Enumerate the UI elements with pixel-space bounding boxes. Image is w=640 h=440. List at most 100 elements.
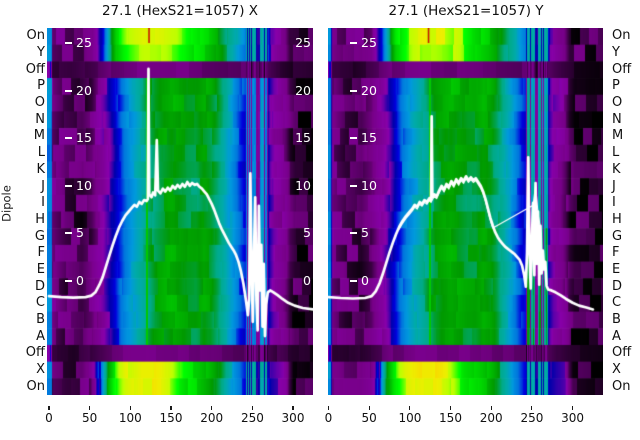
row-label-right-14: E xyxy=(612,261,621,277)
y-tick-label: 10 xyxy=(76,177,92,193)
row-label-right-16: C xyxy=(612,295,622,311)
row-label-left-3: P xyxy=(37,78,45,94)
y-tick-label: 15 xyxy=(361,130,377,146)
row-label-left-0: On xyxy=(26,28,45,44)
row-label-right-0: On xyxy=(612,28,631,44)
x-tick-mark xyxy=(490,406,492,410)
row-label-right-5: N xyxy=(612,111,622,127)
heatmap-panel-x xyxy=(47,28,313,395)
x-tick-label: 50 xyxy=(82,411,98,425)
x-tick-mark xyxy=(572,406,574,410)
row-label-right-12: G xyxy=(612,228,623,244)
y-tick-label-right: 25 xyxy=(295,35,311,51)
y-tick-mark xyxy=(65,279,72,282)
row-label-left-15: D xyxy=(34,278,45,294)
row-label-left-4: O xyxy=(34,95,45,111)
row-label-left-7: L xyxy=(37,145,45,161)
row-label-right-17: B xyxy=(612,311,621,327)
row-label-left-14: E xyxy=(36,261,45,277)
x-tick-label: 200 xyxy=(200,411,224,425)
row-label-right-7: L xyxy=(612,145,620,161)
row-label-left-18: A xyxy=(36,328,45,344)
x-tick-label: 150 xyxy=(159,411,183,425)
row-label-left-20: X xyxy=(36,362,45,377)
x-tick-mark xyxy=(251,406,253,410)
y-tick-mark xyxy=(350,279,357,282)
row-label-right-18: A xyxy=(612,328,621,344)
x-tick-mark xyxy=(89,406,91,410)
y-tick-label: 0 xyxy=(361,272,369,288)
x-tick-label: 100 xyxy=(118,411,142,425)
y-tick-label: 20 xyxy=(76,82,92,98)
row-label-right-13: F xyxy=(612,245,620,261)
x-tick-label: 100 xyxy=(398,411,422,425)
row-label-right-8: K xyxy=(612,161,621,177)
y-tick-label-right: 5 xyxy=(303,225,311,241)
y-tick-mark xyxy=(65,184,72,187)
row-label-right-2: Off xyxy=(612,61,632,77)
row-label-left-9: J xyxy=(41,178,45,194)
row-label-right-15: D xyxy=(612,278,623,294)
y-tick-label: 10 xyxy=(361,177,377,193)
row-label-right-1: Y xyxy=(612,45,620,60)
y-tick-mark xyxy=(350,232,357,235)
row-label-left-12: G xyxy=(34,228,45,244)
y-tick-label: 20 xyxy=(361,82,377,98)
row-label-right-9: J xyxy=(612,178,616,194)
row-label-left-6: M xyxy=(33,128,45,144)
y-tick-label-right: 15 xyxy=(295,130,311,146)
x-tick-mark xyxy=(129,406,131,410)
row-label-right-20: X xyxy=(612,362,621,377)
row-label-left-2: Off xyxy=(25,61,45,77)
y-tick-label-right: 10 xyxy=(295,177,311,193)
row-label-left-8: K xyxy=(36,161,45,177)
x-tick-label: 50 xyxy=(361,411,377,425)
row-label-left-21: On xyxy=(26,378,45,394)
x-tick-label: 0 xyxy=(324,411,333,425)
x-tick-mark xyxy=(48,406,50,410)
x-tick-label: 200 xyxy=(479,411,503,425)
row-label-right-21: On xyxy=(612,378,631,394)
y-tick-label-right: 0 xyxy=(303,272,311,288)
y-tick-mark xyxy=(350,42,357,45)
x-tick-mark xyxy=(409,406,411,410)
x-tick-mark xyxy=(292,406,294,410)
y-tick-mark xyxy=(65,232,72,235)
row-label-left-10: I xyxy=(41,195,45,211)
row-label-right-10: I xyxy=(612,195,616,211)
x-tick-label: 0 xyxy=(45,411,53,425)
row-label-right-4: O xyxy=(612,95,623,111)
row-label-left-1: Y xyxy=(37,45,45,60)
y-tick-mark xyxy=(65,89,72,92)
x-tick-label: 150 xyxy=(439,411,462,425)
right-panel-title: 27.1 (HexS21=1057) Y xyxy=(388,3,544,19)
x-tick-label: 250 xyxy=(240,411,264,425)
y-tick-label: 25 xyxy=(361,35,377,51)
row-label-left-11: H xyxy=(35,211,45,227)
y-tick-label-right: 20 xyxy=(295,82,311,98)
y-tick-mark xyxy=(65,137,72,140)
row-label-left-19: Off xyxy=(25,345,45,361)
x-tick-mark xyxy=(449,406,452,410)
y-tick-mark xyxy=(65,42,72,45)
x-tick-mark xyxy=(368,406,370,410)
y-tick-mark xyxy=(350,137,357,140)
x-tick-mark xyxy=(170,406,172,410)
row-label-right-11: H xyxy=(612,211,622,227)
y-tick-label: 5 xyxy=(361,225,369,241)
heatmap-panel-y xyxy=(328,28,603,395)
row-label-left-5: N xyxy=(35,111,45,127)
y-tick-label: 15 xyxy=(76,130,92,146)
left-panel-title: 27.1 (HexS21=1057) X xyxy=(101,3,259,19)
y-tick-mark xyxy=(350,89,357,92)
row-label-left-17: B xyxy=(36,311,45,327)
x-tick-mark xyxy=(531,406,533,410)
row-label-left-13: F xyxy=(37,245,45,261)
x-tick-mark xyxy=(327,406,330,410)
y-tick-label: 25 xyxy=(76,35,92,51)
y-tick-label: 5 xyxy=(76,225,84,241)
x-tick-mark xyxy=(211,406,213,410)
y-tick-mark xyxy=(350,184,357,187)
x-tick-label: 250 xyxy=(520,411,544,425)
